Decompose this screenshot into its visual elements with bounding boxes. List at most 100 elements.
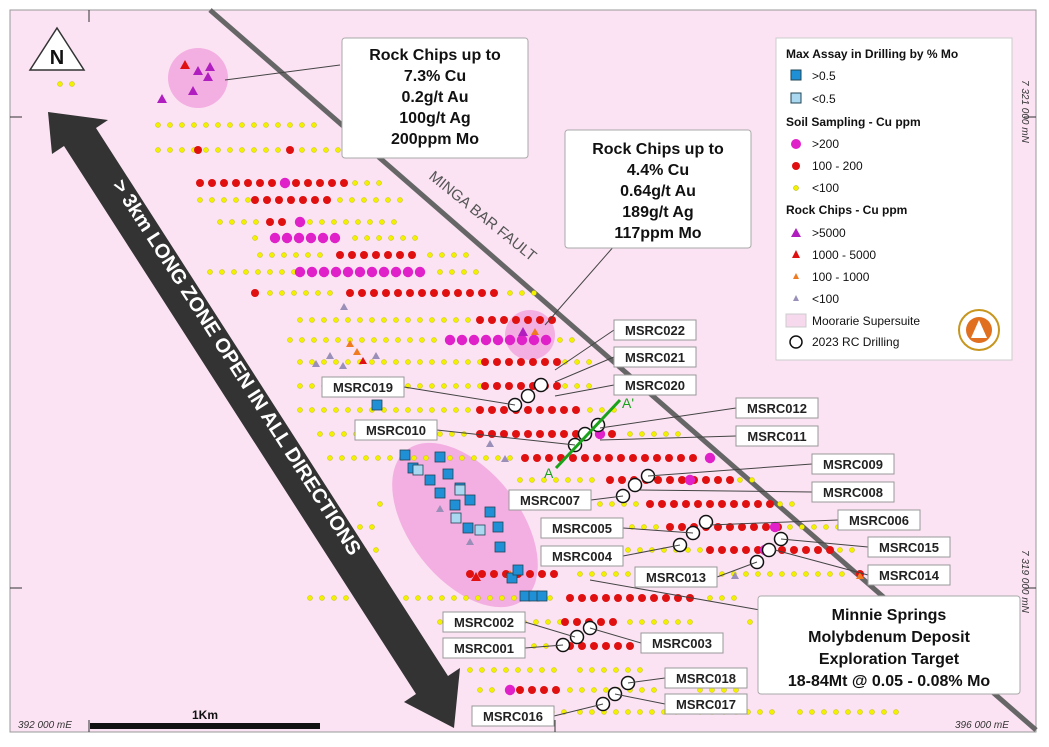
soil-sample-point — [331, 219, 337, 225]
soil-sample-point — [412, 235, 418, 241]
drill-hole-label-box — [442, 611, 526, 633]
soil-sample-point — [394, 289, 402, 297]
mo-drill-assay — [474, 524, 486, 536]
soil-sample-point — [251, 289, 259, 297]
soil-sample-point — [845, 709, 851, 715]
soil-sample-point — [663, 431, 669, 437]
soil-sample-point — [589, 709, 595, 715]
legend-soil-mid-label: 100 - 200 — [812, 159, 863, 173]
soil-sample-point — [221, 197, 227, 203]
soil-sample-point — [641, 524, 647, 530]
callout-line: 200ppm Mo — [391, 131, 479, 148]
soil-sample-point — [504, 684, 516, 696]
soil-sample-point — [357, 317, 363, 323]
soil-sample-point — [267, 290, 273, 296]
soil-sample-point — [194, 146, 202, 154]
drill-label-leader — [709, 519, 839, 526]
soil-sample-point — [323, 196, 331, 204]
soil-sample-point — [589, 667, 595, 673]
soil-sample-point — [251, 122, 257, 128]
soil-sample-point — [553, 382, 561, 390]
mo-drill-assay — [464, 494, 476, 506]
soil-sample-point — [629, 454, 637, 462]
drill-collar — [577, 426, 593, 442]
section-line — [554, 398, 622, 470]
drill-hole-label: MSRC010 — [366, 423, 426, 438]
soil-sample-point — [730, 500, 738, 508]
legend-rock-2-swatch — [792, 250, 800, 258]
soil-sample-point — [675, 619, 681, 625]
soil-sample-point — [287, 122, 293, 128]
soil-sample-point — [251, 196, 259, 204]
soil-sample-point — [306, 266, 318, 278]
soil-sample-point — [587, 407, 593, 413]
drill-hole-label-box — [442, 637, 526, 659]
drill-label-leader — [590, 495, 624, 501]
legend-soil-high-swatch — [791, 139, 801, 149]
soil-sample-point — [577, 667, 583, 673]
soil-sample-point — [476, 316, 484, 324]
soil-sample-point — [687, 619, 693, 625]
drill-hole-label: MSRC014 — [879, 568, 940, 583]
legend-rock-4-swatch — [793, 295, 799, 301]
drill-label-leader — [599, 435, 737, 441]
legend-rock-3-label: 100 - 1000 — [812, 270, 870, 284]
drill-hole-label-box — [664, 667, 748, 689]
legend-soil-title: Soil Sampling - Cu ppm — [786, 115, 921, 129]
legend-soil-high-label: >200 — [812, 137, 839, 151]
soil-sample-point — [341, 431, 347, 437]
drill-hole-label-box — [735, 397, 819, 419]
soil-sample-point — [439, 595, 445, 601]
legend-rock-title: Rock Chips - Cu ppm — [786, 203, 907, 217]
soil-sample-point — [453, 407, 459, 413]
soil-sample-point — [539, 667, 545, 673]
soil-sample-point — [431, 337, 437, 343]
soil-sample-point — [540, 334, 552, 346]
soil-sample-point — [323, 147, 329, 153]
soil-sample-point — [429, 317, 435, 323]
drill-hole-label: MSRC008 — [823, 485, 883, 500]
soil-sample-point — [333, 359, 339, 365]
soil-sample-point — [704, 452, 716, 464]
soil-sample-point — [245, 197, 251, 203]
soil-sample-point — [299, 337, 305, 343]
soil-sample-point — [500, 406, 508, 414]
soil-sample-point — [387, 455, 393, 461]
soil-sample-point — [552, 686, 560, 694]
callout-line: 100g/t Ag — [399, 110, 470, 127]
soil-sample-point — [613, 667, 619, 673]
soil-sample-point — [517, 477, 523, 483]
legend-mo-high-swatch — [790, 69, 802, 81]
soil-sample-point — [500, 316, 508, 324]
soil-sample-point — [492, 334, 504, 346]
soil-sample-point — [252, 235, 258, 241]
soil-sample-point — [384, 251, 392, 259]
soil-sample-point — [790, 546, 798, 554]
soil-sample-point — [803, 571, 809, 577]
drill-hole-label-box — [735, 425, 819, 447]
soil-sample-point — [357, 524, 363, 530]
mo-drill-assay — [492, 521, 504, 533]
soil-sample-point — [400, 235, 406, 241]
soil-sample-point — [538, 570, 546, 578]
soil-sample-point — [814, 546, 822, 554]
drill-hole-label: MSRC007 — [520, 493, 580, 508]
soil-sample-point — [227, 122, 233, 128]
soil-sample-point — [179, 122, 185, 128]
soil-sample-point — [390, 266, 402, 278]
rock-chip-marker — [359, 357, 367, 364]
drill-hole-label-box — [640, 632, 724, 654]
soil-sample-point — [328, 179, 336, 187]
soil-sample-point — [540, 686, 548, 694]
drill-hole-label-box — [634, 566, 718, 588]
rock-chip-marker — [346, 340, 354, 347]
soil-sample-point — [345, 317, 351, 323]
soil-sample-point — [360, 251, 368, 259]
soil-sample-point — [311, 147, 317, 153]
soil-sample-point — [372, 251, 380, 259]
soil-sample-point — [490, 570, 498, 578]
soil-sample-point — [487, 595, 493, 601]
soil-sample-point — [528, 334, 540, 346]
drill-hole-label-box — [540, 517, 624, 539]
soil-sample-point — [239, 122, 245, 128]
